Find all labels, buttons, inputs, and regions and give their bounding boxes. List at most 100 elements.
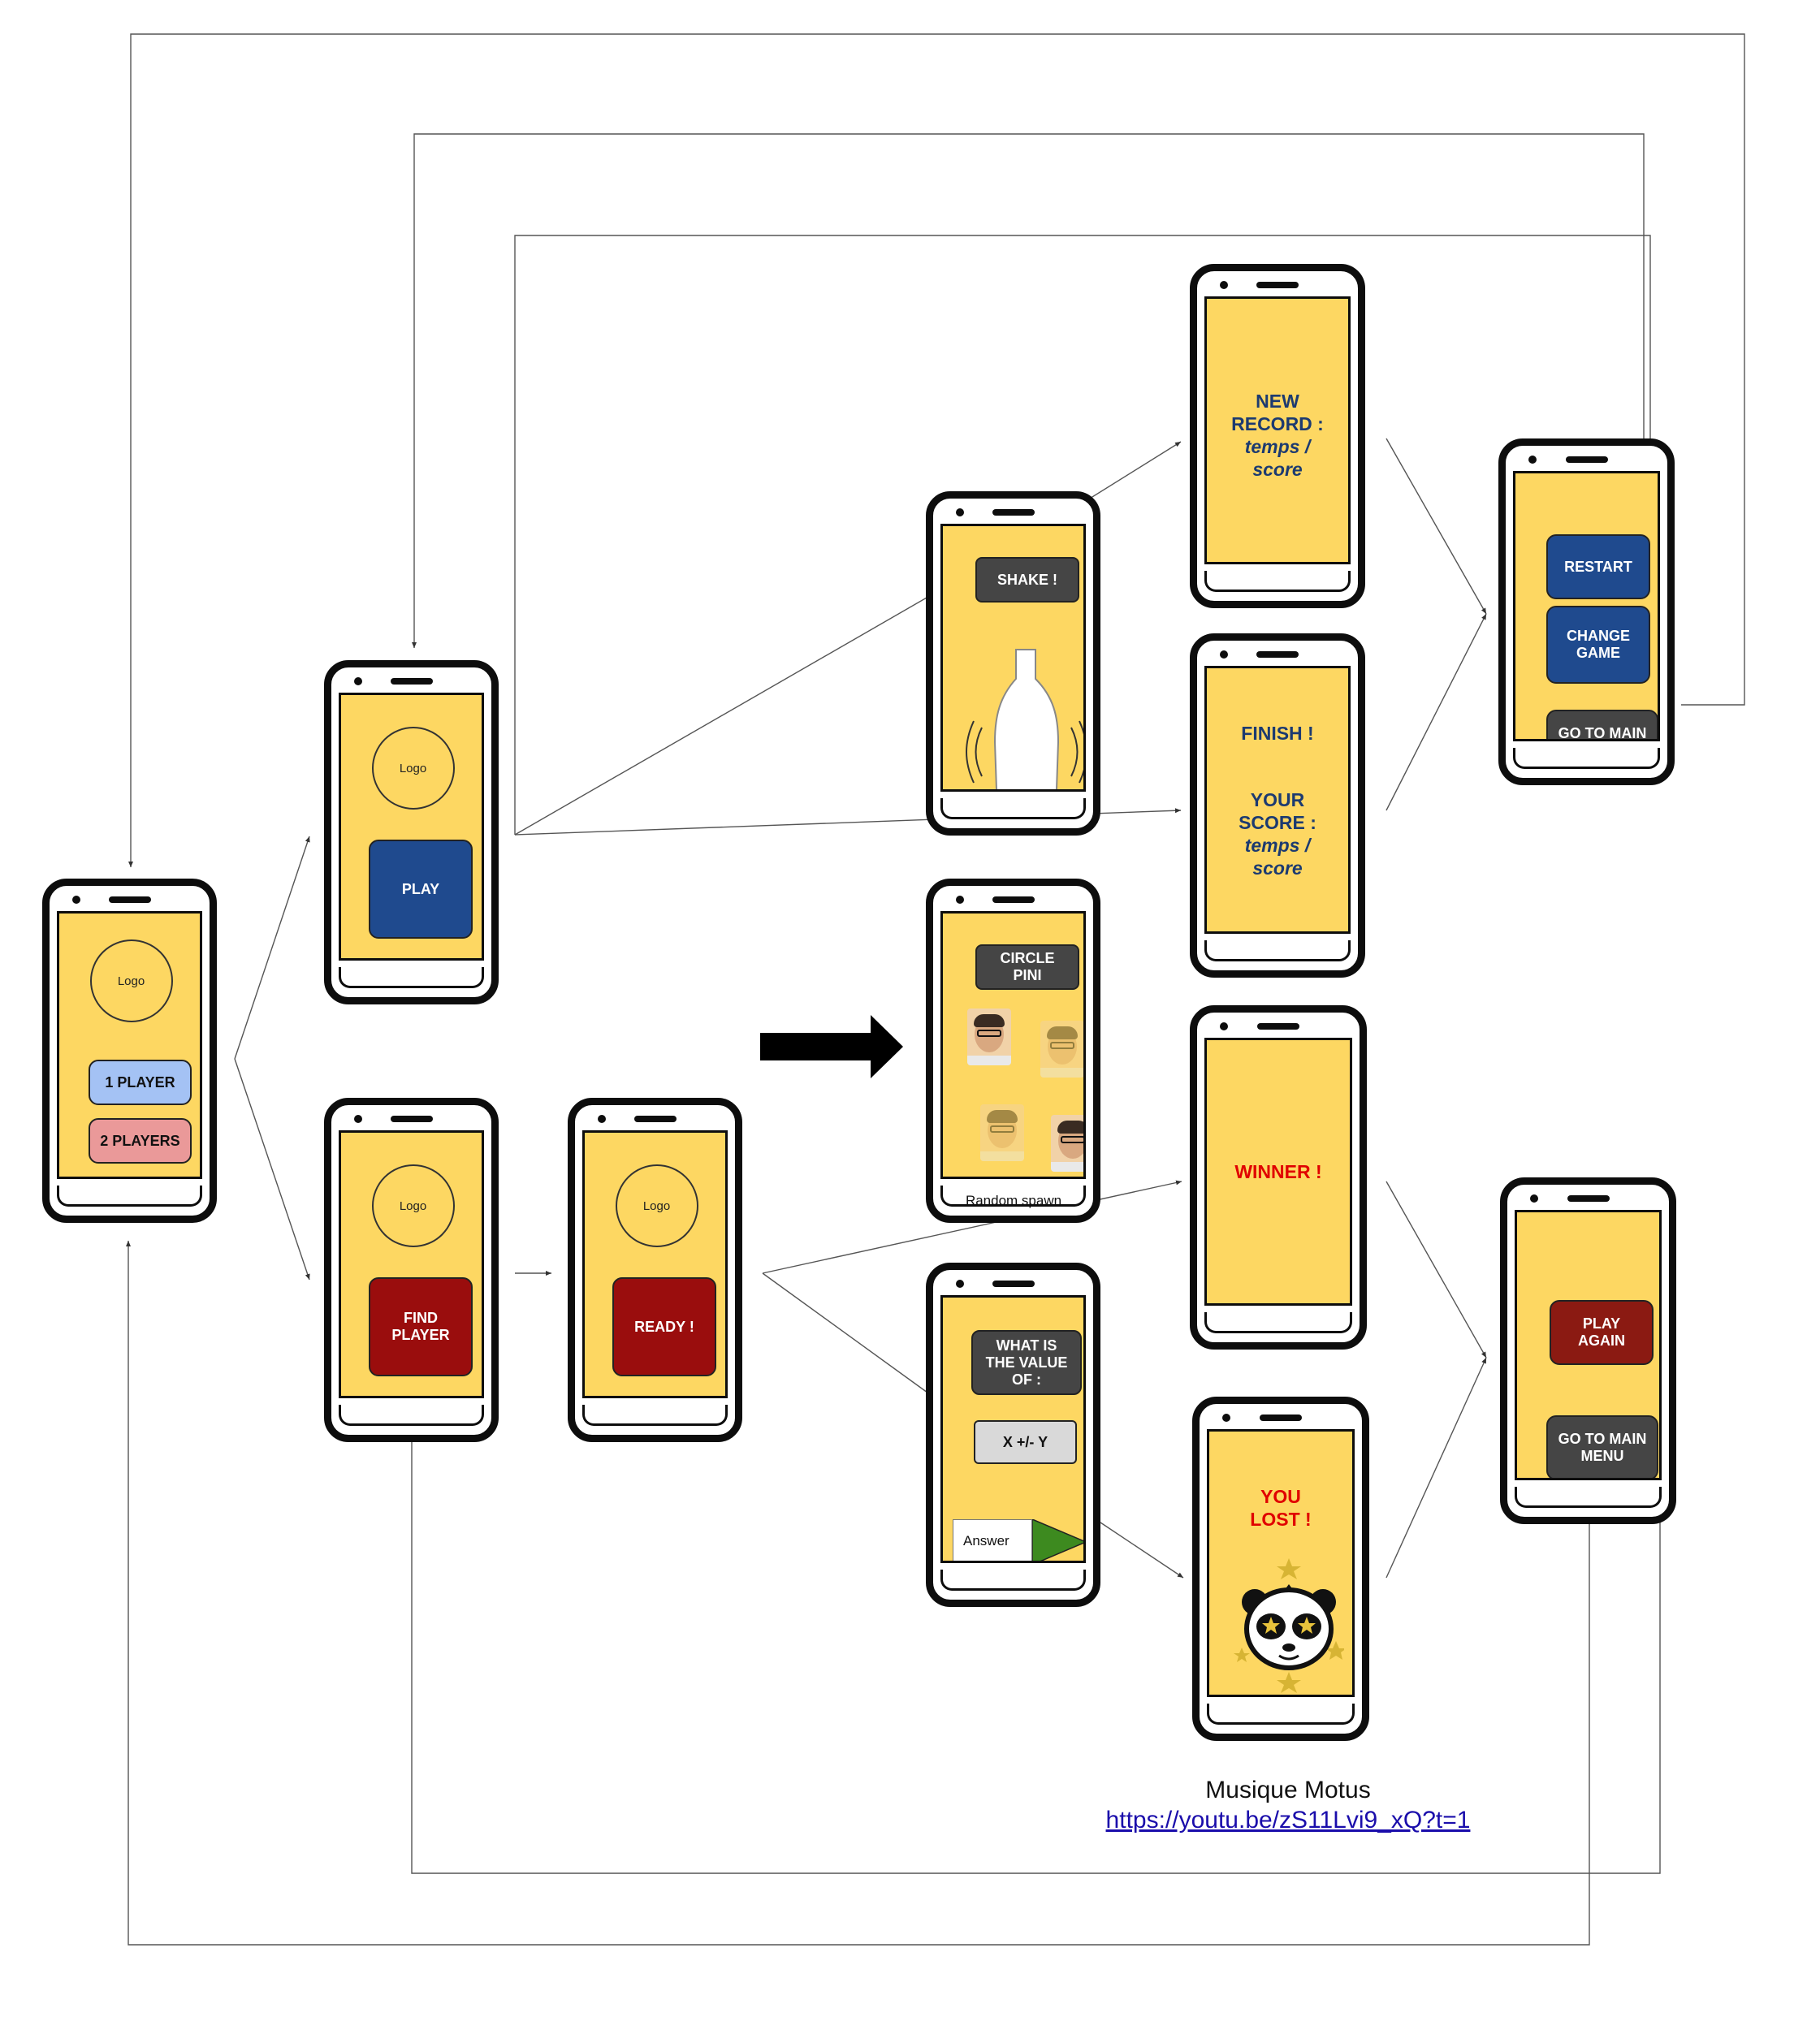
duo-menu-screen: Logo FIND PLAYER xyxy=(339,1130,484,1398)
winner-screen: WINNER ! xyxy=(1204,1038,1352,1306)
speaker-slot xyxy=(1260,1415,1302,1421)
pini-face-target[interactable] xyxy=(980,1104,1024,1161)
math-title-line-3: OF : xyxy=(1012,1371,1041,1388)
circle-pini-title: CIRCLE PINI xyxy=(975,944,1079,990)
speaker-slot xyxy=(390,678,433,685)
phone-shake-game: SHAKE ! xyxy=(926,491,1100,836)
change-game-button[interactable]: CHANGE GAME xyxy=(1546,606,1650,684)
math-expression: X +/- Y xyxy=(974,1420,1077,1464)
music-label: Musique Motus xyxy=(1205,1777,1371,1803)
pini-face-target[interactable] xyxy=(967,1009,1011,1065)
speaker-slot xyxy=(633,1116,677,1122)
speaker-slot xyxy=(1256,282,1299,288)
home-bar xyxy=(1207,1704,1355,1725)
camera-dot xyxy=(1220,650,1228,659)
play-again-button[interactable]: PLAY AGAIN xyxy=(1550,1300,1654,1365)
shake-title: SHAKE ! xyxy=(975,557,1079,603)
finish-line-3: SCORE : xyxy=(1239,812,1316,833)
record-line-1: NEW xyxy=(1256,391,1299,412)
main-menu-label-1: GO TO MAIN xyxy=(1558,725,1647,741)
speaker-slot xyxy=(1567,1195,1610,1202)
play-button[interactable]: PLAY xyxy=(369,840,473,939)
bottle-icon xyxy=(966,649,1083,789)
restart-button[interactable]: RESTART xyxy=(1546,534,1650,599)
music-link[interactable]: https://youtu.be/zS11Lvi9_xQ?t=1 xyxy=(1105,1807,1471,1833)
ready-screen: Logo READY ! xyxy=(582,1130,728,1398)
home-bar xyxy=(1204,940,1351,961)
main-menu-screen: Logo 1 PLAYER 2 PLAYERS xyxy=(57,911,202,1179)
speaker-slot xyxy=(992,896,1035,903)
record-line-3: temps / xyxy=(1244,436,1311,457)
home-bar xyxy=(57,1186,202,1207)
logo-placeholder: Logo xyxy=(89,939,173,1022)
solo-menu-screen: Logo PLAY xyxy=(339,693,484,961)
math-title-line-2: THE VALUE xyxy=(985,1354,1068,1371)
camera-dot xyxy=(72,896,80,904)
shake-game-screen: SHAKE ! xyxy=(940,524,1086,792)
home-bar xyxy=(1204,1312,1352,1333)
answer-input[interactable]: Answer xyxy=(953,1519,1032,1561)
home-bar xyxy=(940,1186,1086,1207)
pini-face-target[interactable] xyxy=(1051,1115,1083,1172)
solo-end-menu-screen: RESTART CHANGE GAME GO TO MAIN MENU xyxy=(1513,471,1660,741)
phone-winner: WINNER ! xyxy=(1190,1005,1367,1350)
submit-arrow-icon[interactable] xyxy=(1032,1519,1086,1563)
finish-line-2: YOUR xyxy=(1250,789,1305,810)
record-line-4: score xyxy=(1252,459,1303,480)
camera-dot xyxy=(956,1280,964,1288)
phone-math-game: WHAT IS THE VALUE OF : X +/- Y Answer xyxy=(926,1263,1100,1607)
go-to-main-menu-button[interactable]: GO TO MAIN MENU xyxy=(1546,710,1658,741)
find-player-label-1: FIND xyxy=(404,1310,438,1326)
change-game-label-2: GAME xyxy=(1576,645,1620,661)
camera-dot xyxy=(354,1115,362,1123)
speaker-slot xyxy=(1257,1023,1299,1030)
find-player-button[interactable]: FIND PLAYER xyxy=(369,1277,473,1376)
home-bar xyxy=(940,798,1086,819)
camera-dot xyxy=(1220,281,1228,289)
phone-finish: FINISH ! YOUR SCORE : temps / score xyxy=(1190,633,1365,978)
home-bar xyxy=(1513,748,1660,769)
phone-ready: Logo READY ! xyxy=(568,1098,742,1442)
main-menu-label-2: MENU xyxy=(1580,1448,1624,1464)
home-bar xyxy=(339,967,484,988)
camera-dot xyxy=(354,677,362,685)
new-record-screen: NEW RECORD : temps / score xyxy=(1204,296,1351,564)
record-line-2: RECORD : xyxy=(1231,413,1324,434)
speaker-slot xyxy=(108,896,151,903)
change-game-label-1: CHANGE xyxy=(1566,628,1630,644)
circle-title-line-2: PINI xyxy=(1013,967,1042,983)
math-game-screen: WHAT IS THE VALUE OF : X +/- Y Answer xyxy=(940,1295,1086,1563)
go-to-main-menu-button[interactable]: GO TO MAIN MENU xyxy=(1546,1415,1658,1478)
logo-placeholder: Logo xyxy=(371,727,455,810)
main-menu-label-1: GO TO MAIN xyxy=(1558,1431,1647,1447)
home-bar xyxy=(1204,571,1351,592)
home-bar xyxy=(582,1405,728,1426)
panda-icon xyxy=(1234,1558,1344,1693)
phone-you-lost: YOU LOST ! xyxy=(1192,1397,1369,1741)
play-again-label-1: PLAY xyxy=(1582,1315,1621,1332)
pini-face-target[interactable] xyxy=(1040,1021,1083,1078)
camera-dot xyxy=(956,508,964,516)
math-question-title: WHAT IS THE VALUE OF : xyxy=(971,1330,1082,1395)
speaker-slot xyxy=(1565,456,1608,463)
two-players-button[interactable]: 2 PLAYERS xyxy=(89,1118,192,1164)
circle-game-screen: CIRCLE PINI xyxy=(940,911,1086,1179)
one-player-button[interactable]: 1 PLAYER xyxy=(89,1060,192,1105)
camera-dot xyxy=(1222,1414,1230,1422)
winner-text: WINNER ! xyxy=(1234,1161,1322,1182)
home-bar xyxy=(339,1405,484,1426)
lost-line-1: YOU xyxy=(1260,1486,1301,1507)
logo-placeholder: Logo xyxy=(615,1164,698,1247)
finish-line-5: score xyxy=(1252,857,1303,879)
duo-end-menu-screen: PLAY AGAIN GO TO MAIN MENU xyxy=(1515,1210,1662,1480)
camera-dot xyxy=(956,896,964,904)
speaker-slot xyxy=(390,1116,433,1122)
math-title-line-1: WHAT IS xyxy=(996,1337,1057,1354)
finish-line-4: temps / xyxy=(1244,835,1311,856)
ready-button[interactable]: READY ! xyxy=(612,1277,716,1376)
transition-arrow xyxy=(760,1015,903,1078)
circle-title-line-1: CIRCLE xyxy=(1000,950,1055,966)
speaker-slot xyxy=(992,509,1035,516)
random-spawn-caption: Random spawn xyxy=(965,1193,1062,1208)
